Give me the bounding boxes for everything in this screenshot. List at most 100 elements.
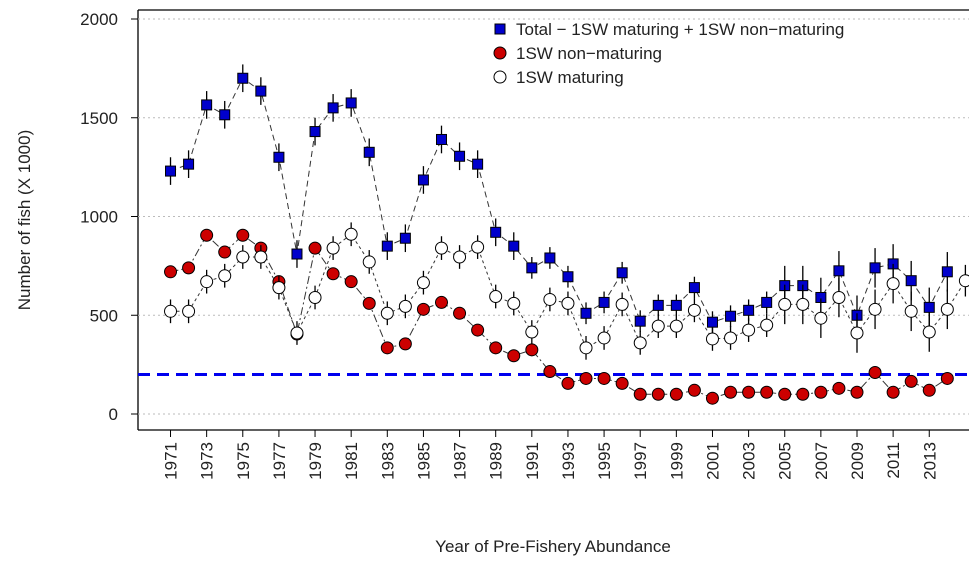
marker [579, 371, 593, 385]
marker [453, 250, 467, 264]
marker [886, 385, 900, 399]
marker [761, 296, 773, 308]
marker [868, 302, 882, 316]
y-tick-label: 1500 [80, 109, 118, 128]
marker [308, 290, 322, 304]
marker [380, 341, 394, 355]
marker [489, 289, 503, 303]
marker [453, 306, 467, 320]
marker [381, 240, 393, 252]
x-tick-label: 2009 [848, 442, 867, 480]
marker [417, 174, 429, 186]
marker [705, 391, 719, 405]
marker [254, 250, 268, 264]
marker [615, 376, 629, 390]
marker [940, 302, 954, 316]
marker [344, 275, 358, 289]
marker [561, 376, 575, 390]
marker [508, 240, 520, 252]
marker [941, 266, 953, 278]
marker [760, 318, 774, 332]
marker [272, 281, 286, 295]
x-tick-label: 1973 [198, 442, 217, 480]
x-tick-label: 1997 [631, 442, 650, 480]
legend-marker [494, 23, 506, 35]
marker [363, 146, 375, 158]
marker [833, 265, 845, 277]
marker [362, 296, 376, 310]
marker [904, 374, 918, 388]
x-tick-label: 1993 [559, 442, 578, 480]
marker [651, 319, 665, 333]
marker [471, 240, 485, 254]
marker [164, 304, 178, 318]
marker [796, 297, 810, 311]
marker [507, 349, 521, 363]
x-tick-label: 1971 [162, 442, 181, 480]
marker [579, 341, 593, 355]
marker [399, 232, 411, 244]
marker [922, 325, 936, 339]
marker [814, 385, 828, 399]
marker [434, 241, 448, 255]
y-axis-title: Number of fish (X 1000) [15, 130, 34, 310]
marker [669, 387, 683, 401]
marker [200, 228, 214, 242]
marker [544, 252, 556, 264]
x-tick-label: 1987 [451, 442, 470, 480]
marker [706, 316, 718, 328]
x-tick-label: 2001 [703, 442, 722, 480]
marker [183, 158, 195, 170]
marker [543, 292, 557, 306]
x-tick-label: 1985 [414, 442, 433, 480]
x-tick-label: 1999 [667, 442, 686, 480]
marker [886, 277, 900, 291]
marker [507, 296, 521, 310]
marker [182, 304, 196, 318]
marker [526, 262, 538, 274]
marker [597, 331, 611, 345]
marker [725, 310, 737, 322]
marker [796, 387, 810, 401]
marker [868, 366, 882, 380]
marker [598, 296, 610, 308]
legend-label: 1SW non−maturing [516, 44, 662, 63]
x-tick-label: 2007 [812, 442, 831, 480]
marker [832, 290, 846, 304]
marker [705, 332, 719, 346]
marker [201, 99, 213, 111]
marker [398, 299, 412, 313]
marker [958, 274, 969, 288]
marker [434, 295, 448, 309]
marker [525, 343, 539, 357]
marker [327, 102, 339, 114]
legend-marker [493, 70, 507, 84]
x-tick-label: 1977 [270, 442, 289, 480]
marker [562, 271, 574, 283]
marker [760, 385, 774, 399]
marker [362, 255, 376, 269]
marker [236, 250, 250, 264]
marker [923, 301, 935, 313]
marker [255, 85, 267, 97]
x-axis-title: Year of Pre-Fishery Abundance [435, 537, 671, 556]
marker [850, 385, 864, 399]
marker [670, 299, 682, 311]
legend-marker [493, 46, 507, 60]
marker [219, 109, 231, 121]
series-line [170, 77, 948, 323]
legend-label: 1SW maturing [516, 68, 624, 87]
marker [345, 97, 357, 109]
marker [597, 371, 611, 385]
x-tick-label: 1991 [523, 442, 542, 480]
marker [615, 297, 629, 311]
marker [940, 371, 954, 385]
y-tick-label: 0 [109, 405, 118, 424]
x-tick-label: 1975 [234, 442, 253, 480]
marker [688, 282, 700, 294]
marker [290, 326, 304, 340]
marker [326, 241, 340, 255]
marker [200, 275, 214, 289]
marker [742, 385, 756, 399]
